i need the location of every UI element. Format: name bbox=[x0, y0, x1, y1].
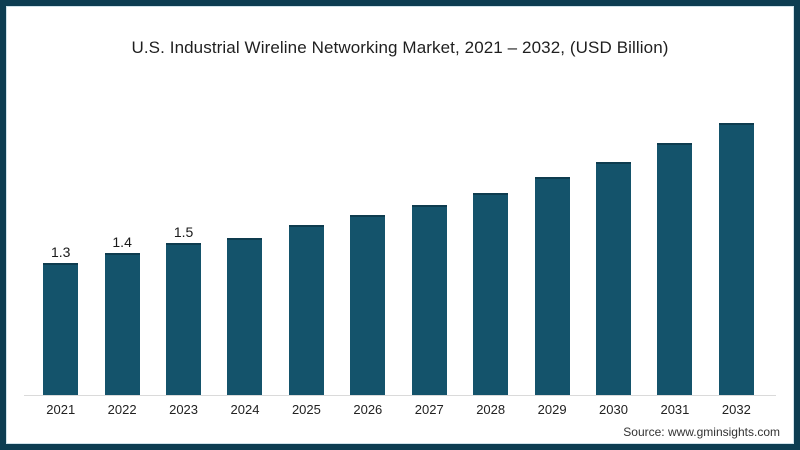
bar-column bbox=[460, 106, 521, 395]
bar-wrap bbox=[411, 205, 447, 395]
x-axis-label-2024: 2024 bbox=[230, 402, 260, 417]
bar-2023 bbox=[166, 243, 202, 395]
x-axis-label-2031: 2031 bbox=[660, 402, 690, 417]
bar-2027 bbox=[411, 205, 447, 395]
x-axis-label-2023: 2023 bbox=[169, 402, 199, 417]
plot-area: 1.3 1.4 1.5 bbox=[30, 106, 767, 395]
bar-column: 1.4 bbox=[91, 106, 152, 395]
bar-2024 bbox=[227, 238, 263, 395]
bar-2025 bbox=[288, 225, 324, 395]
x-axis-labels: 2021 2022 2023 2024 2025 2026 2027 2028 2029 2030… bbox=[30, 402, 767, 417]
bar-column bbox=[706, 106, 767, 395]
bar-2026 bbox=[350, 215, 386, 395]
bar-wrap bbox=[596, 162, 631, 395]
bar-wrap: 1.5 bbox=[166, 224, 202, 395]
bar-column bbox=[399, 106, 460, 395]
x-axis-label-2027: 2027 bbox=[414, 402, 444, 417]
bar-2030 bbox=[596, 162, 631, 395]
bar-wrap bbox=[350, 215, 386, 395]
bar-wrap bbox=[657, 143, 693, 395]
bar-value-label: 1.5 bbox=[173, 224, 194, 240]
bar-wrap bbox=[227, 238, 263, 395]
x-axis-label-2026: 2026 bbox=[353, 402, 383, 417]
chart-title: U.S. Industrial Wireline Networking Mark… bbox=[131, 38, 669, 57]
bar-2021 bbox=[43, 263, 79, 395]
bar-column bbox=[276, 106, 337, 395]
x-axis-label-2029: 2029 bbox=[537, 402, 567, 417]
x-axis-label-2028: 2028 bbox=[476, 402, 506, 417]
x-axis-label-2032: 2032 bbox=[721, 402, 751, 417]
x-axis-line bbox=[24, 395, 776, 396]
bar-value-label: 1.3 bbox=[50, 244, 71, 260]
bar-column: 1.5 bbox=[153, 106, 214, 395]
bar-wrap: 1.4 bbox=[104, 234, 140, 395]
bar-wrap bbox=[473, 193, 509, 395]
x-axis-label-2030: 2030 bbox=[599, 402, 628, 417]
bar-2029 bbox=[534, 177, 570, 395]
x-axis-label-2025: 2025 bbox=[291, 402, 321, 417]
bar-wrap bbox=[718, 123, 754, 395]
x-axis-label-2021: 2021 bbox=[46, 402, 76, 417]
bar-wrap: 1.3 bbox=[43, 244, 79, 395]
bar-column bbox=[521, 106, 582, 395]
bar-2022 bbox=[104, 253, 140, 395]
source-note: Source: www.gminsights.com bbox=[623, 425, 780, 439]
bar-wrap bbox=[288, 225, 324, 395]
bar-column: 1.3 bbox=[30, 106, 91, 395]
bar-column bbox=[644, 106, 705, 395]
bar-2031 bbox=[657, 143, 693, 395]
bar-2032 bbox=[718, 123, 754, 395]
bar-column bbox=[583, 106, 644, 395]
bar-value-label: 1.4 bbox=[112, 234, 132, 250]
bar-wrap bbox=[534, 177, 570, 395]
bar-column bbox=[214, 106, 275, 395]
bar-2028 bbox=[473, 193, 509, 395]
x-axis-label-2022: 2022 bbox=[107, 402, 137, 417]
bar-column bbox=[337, 106, 398, 395]
